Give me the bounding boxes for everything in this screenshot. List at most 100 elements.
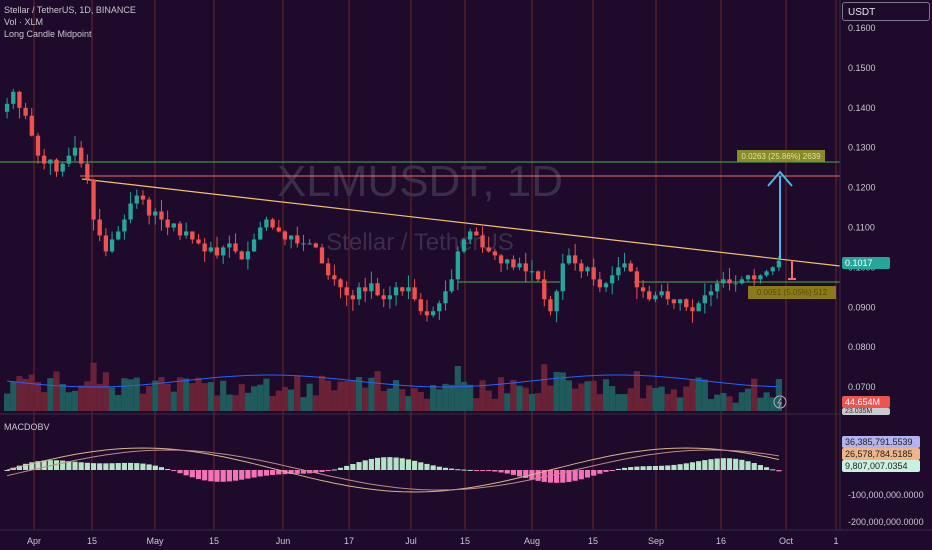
macd-bar (356, 462, 362, 470)
candle-body (375, 283, 380, 296)
macd-bar (584, 470, 591, 478)
volume-bar (553, 371, 560, 411)
volume-bar (751, 378, 758, 411)
price-axis-label: 0.1400 (848, 103, 876, 113)
time-axis-label: 15 (460, 536, 470, 546)
volume-bar (510, 379, 517, 411)
macd-legend[interactable]: MACDOBV (4, 422, 50, 432)
time-axis-label: Jul (405, 536, 417, 546)
volume-bar (250, 386, 258, 411)
macd-axis-label-2: -200,000,000.0000 (848, 517, 924, 527)
candle-body (66, 155, 71, 164)
time-axis[interactable]: Apr 15 May 15 Jun 17 Jul 15 Aug 15 Sep 16 Oct 1 (27, 536, 839, 546)
volume-bar (108, 387, 116, 411)
volume-bar (479, 380, 486, 411)
macd-value-3: 9,807,007.0354 (842, 460, 920, 472)
volume-ma-line (7, 374, 779, 388)
volume-bar (547, 385, 554, 411)
macd-bar (696, 461, 702, 470)
candle-body (400, 287, 405, 292)
candle-body (671, 299, 677, 304)
measure-down-box[interactable] (748, 286, 836, 299)
candle-body (758, 275, 763, 280)
macd-histogram (4, 457, 782, 483)
macd-bar (751, 463, 757, 470)
volume-legend[interactable]: Vol · XLM (4, 17, 44, 27)
volume-bar (726, 396, 733, 411)
volume-bar (522, 387, 529, 411)
volume-bar (670, 389, 678, 411)
candle-body (221, 247, 226, 256)
volume-bar (596, 394, 603, 411)
candle-body (752, 275, 757, 280)
macd-bar (251, 470, 257, 478)
volume-bar (701, 379, 708, 411)
volume-bar (183, 378, 190, 411)
macd-bar (127, 462, 134, 470)
candle-body (474, 231, 479, 236)
price-axis-label: 0.1600 (848, 23, 876, 33)
price-axis[interactable]: 0.16000.15000.14000.13000.12000.11000.10… (848, 23, 876, 392)
candle-body (307, 243, 312, 245)
candle-body (381, 295, 386, 300)
macd-bar (4, 470, 10, 471)
macd-bar (29, 462, 35, 470)
macd-bar (498, 470, 504, 473)
macd-bar (103, 463, 109, 470)
volume-bar (744, 388, 752, 411)
macd-signal-line (6, 449, 779, 491)
candle-body (665, 291, 670, 300)
time-axis-label: 15 (588, 536, 598, 546)
macd-bar (714, 458, 720, 470)
macd-bar (578, 470, 584, 480)
macd-bar (387, 457, 393, 470)
macd-bar (683, 463, 689, 470)
measure-up-label: 0.0263 (25.86%) 2639 (741, 152, 821, 161)
candle-body (97, 219, 102, 236)
macd-bar (560, 470, 566, 483)
measure-up-box[interactable] (737, 150, 825, 162)
volume-bar (763, 392, 770, 411)
macd-bar (646, 466, 652, 470)
macd-bar (449, 468, 455, 470)
indicator-legend[interactable]: Long Candle Midpoint (4, 29, 92, 39)
volume-bar (374, 371, 381, 411)
lightning-icon[interactable] (773, 395, 787, 409)
time-axis-label: Apr (27, 536, 41, 546)
volume-bar (59, 383, 66, 411)
candle-body (585, 267, 590, 272)
currency-button[interactable]: USDT (842, 2, 930, 21)
candle-body (140, 195, 146, 200)
macd-bar (523, 470, 529, 478)
macd-bar (776, 470, 782, 472)
watermark-ticker: XLMUSDT, 1D (277, 157, 563, 206)
volume-bar (738, 392, 745, 411)
volume-bar (436, 389, 443, 411)
symbol-legend[interactable]: Stellar / TetherUS, 1D, BINANCE (4, 5, 136, 15)
macd-bar (313, 470, 319, 473)
macd-bar (337, 467, 344, 470)
macd-axis-label-1: -100,000,000.0000 (848, 490, 924, 500)
volume-bar (565, 380, 573, 411)
candle-body (122, 219, 127, 232)
volume-bar (430, 385, 437, 411)
volume-bar (355, 377, 363, 411)
macd-bar (226, 470, 232, 482)
candle-body (54, 159, 59, 172)
candle-body (48, 159, 53, 164)
candle-body (245, 251, 251, 260)
candle-body (23, 107, 28, 116)
volume-bar (96, 383, 103, 411)
macd-bar (66, 461, 72, 470)
candle-body (776, 260, 782, 268)
candle-body (288, 235, 294, 240)
macd-bar (276, 470, 282, 475)
volume-bar (213, 395, 221, 411)
volume-bar (84, 381, 91, 411)
candle-body (455, 251, 460, 280)
candle-body (770, 267, 775, 272)
macd-bar (97, 463, 103, 470)
macd-bar (134, 463, 140, 470)
